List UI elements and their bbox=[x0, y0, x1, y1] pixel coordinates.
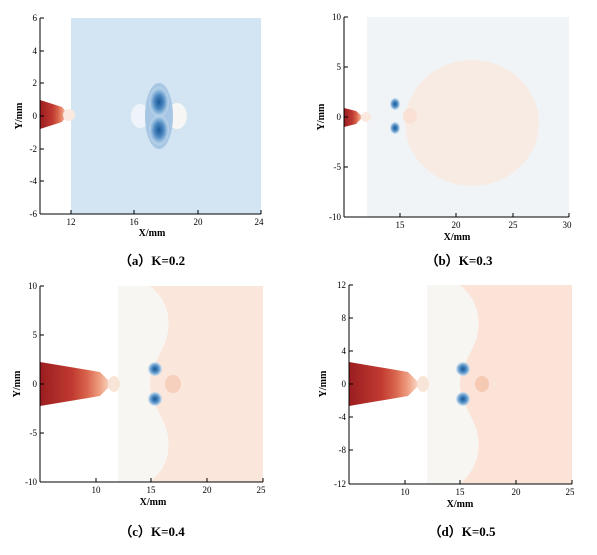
panel-c-ytick-label: -5 bbox=[30, 428, 38, 438]
panel-d-ylabel: Y/mm bbox=[318, 370, 329, 397]
panel-c-vortex-upper bbox=[148, 362, 162, 376]
panel-a-y-ticks: 6 4 2 0 -2 -4 -6 bbox=[30, 13, 44, 219]
panel-b-ytick-label: 10 bbox=[332, 12, 342, 22]
panel-b-recirculation-zone bbox=[405, 60, 539, 186]
panel-c-xtick-label: 10 bbox=[92, 485, 102, 495]
panel-d-jet-tip bbox=[417, 376, 429, 392]
panel-b-vortex-lower bbox=[390, 122, 400, 134]
panel-d-ytick-label: -4 bbox=[339, 412, 347, 422]
panel-b-ytick-label: 5 bbox=[337, 62, 342, 72]
panel-c-wake bbox=[165, 375, 181, 393]
panel-c-ytick-label: 0 bbox=[33, 379, 38, 389]
panel-d-xlabel: X/mm bbox=[447, 499, 474, 510]
panel-d-vortex-lower bbox=[456, 392, 470, 406]
panel-a-ytick-label: -4 bbox=[30, 176, 38, 186]
panel-d-recirculation-zone bbox=[427, 285, 479, 484]
panel-a-xlabel: X/mm bbox=[139, 228, 166, 239]
panel-c-recirculation-zone bbox=[118, 286, 169, 482]
panel-a-jet bbox=[40, 100, 68, 129]
panel-a-ytick-label: 6 bbox=[33, 13, 38, 23]
panel-c: 10 5 0 -5 -10 10 15 20 25 X/mm Y/mm （c）K… bbox=[12, 281, 266, 539]
panel-a-ytick-label: 2 bbox=[33, 78, 38, 88]
panel-b-xtick-label: 15 bbox=[396, 220, 406, 230]
panel-a-ytick-label: -2 bbox=[30, 144, 38, 154]
panel-c-x-ticks: 10 15 20 25 bbox=[92, 478, 267, 495]
panel-b-ytick-label: -5 bbox=[334, 162, 342, 172]
panel-a-xtick-label: 16 bbox=[130, 217, 140, 227]
panel-a-x-ticks: 12 16 20 24 bbox=[67, 210, 265, 227]
panel-c-xlabel: X/mm bbox=[140, 497, 167, 508]
panel-a-caption: （a）K=0.2 bbox=[119, 253, 185, 268]
panel-d-y-ticks: 12 8 4 0 -4 -8 -12 bbox=[334, 280, 353, 489]
panel-c-caption: （c）K=0.4 bbox=[119, 524, 185, 539]
panel-b-x-ticks: 15 20 25 30 bbox=[396, 213, 573, 230]
panel-d-jet bbox=[349, 362, 420, 406]
panel-d-xtick-label: 20 bbox=[512, 487, 522, 497]
panel-a-ytick-label: 0 bbox=[33, 111, 38, 121]
panel-b-ytick-label: -10 bbox=[329, 212, 341, 222]
panel-c-xtick-label: 20 bbox=[203, 485, 213, 495]
panel-a-jet-tip bbox=[63, 109, 75, 121]
panel-b-xtick-label: 25 bbox=[509, 220, 519, 230]
panel-b-jet-tip bbox=[361, 112, 371, 122]
panel-a-ylabel: Y/mm bbox=[14, 102, 25, 129]
panel-b-vortex-upper bbox=[390, 98, 400, 110]
panel-b-caption: （b）K=0.3 bbox=[426, 253, 493, 268]
panel-b-ylabel: Y/mm bbox=[316, 103, 327, 130]
panel-d-x-ticks: 10 15 20 25 bbox=[401, 480, 576, 497]
panel-c-xtick-label: 15 bbox=[147, 485, 157, 495]
panel-a-xtick-label: 24 bbox=[255, 217, 265, 227]
panel-a: 6 4 2 0 -2 -4 -6 12 16 20 24 X/mm Y/mm （… bbox=[14, 13, 264, 268]
panel-a-vortex-upper bbox=[149, 87, 169, 117]
panel-b: 10 5 0 -5 -10 15 20 25 30 X/mm Y/mm （b）K… bbox=[316, 12, 572, 268]
panel-b-xtick-label: 30 bbox=[563, 220, 573, 230]
panel-c-ytick-label: -10 bbox=[25, 477, 37, 487]
panel-c-ytick-label: 5 bbox=[33, 330, 38, 340]
panel-d-xtick-label: 15 bbox=[456, 487, 466, 497]
panel-b-ytick-label: 0 bbox=[337, 112, 342, 122]
panel-d-caption: （d）K=0.5 bbox=[429, 524, 496, 539]
panel-d-wake bbox=[475, 376, 489, 392]
panel-d-xtick-label: 10 bbox=[401, 487, 411, 497]
panel-c-y-ticks: 10 5 0 -5 -10 bbox=[25, 281, 44, 487]
panel-b-xtick-label: 20 bbox=[452, 220, 462, 230]
panel-d: 12 8 4 0 -4 -8 -12 10 15 20 25 X/mm Y/mm… bbox=[318, 280, 575, 539]
panel-c-ytick-label: 10 bbox=[28, 281, 38, 291]
panel-c-jet bbox=[40, 362, 112, 406]
panel-d-xtick-label: 25 bbox=[566, 487, 576, 497]
panel-d-ytick-label: 0 bbox=[342, 379, 347, 389]
panel-d-ytick-label: 12 bbox=[337, 280, 346, 290]
panel-a-ytick-label: 4 bbox=[33, 46, 38, 56]
panel-b-y-ticks: 10 5 0 -5 -10 bbox=[329, 12, 348, 222]
panel-b-jet bbox=[344, 108, 363, 127]
panel-d-ytick-label: 4 bbox=[342, 346, 347, 356]
panel-a-ytick-label: -6 bbox=[30, 209, 38, 219]
panel-b-xlabel: X/mm bbox=[444, 232, 471, 243]
panel-c-ylabel: Y/mm bbox=[12, 370, 23, 397]
panel-d-ytick-label: -8 bbox=[339, 445, 347, 455]
panel-b-wake bbox=[403, 108, 417, 124]
panel-d-vortex-upper bbox=[456, 362, 470, 376]
panel-c-vortex-lower bbox=[148, 392, 162, 406]
panel-c-xtick-label: 25 bbox=[257, 485, 267, 495]
panel-a-xtick-label: 20 bbox=[194, 217, 204, 227]
panel-a-xtick-label: 12 bbox=[67, 217, 76, 227]
panel-a-wake-left bbox=[131, 104, 149, 128]
panel-d-ytick-label: -12 bbox=[334, 479, 346, 489]
panel-d-ytick-label: 8 bbox=[342, 313, 347, 323]
panel-a-vortex-lower bbox=[149, 115, 169, 145]
panel-c-jet-tip bbox=[108, 376, 120, 392]
